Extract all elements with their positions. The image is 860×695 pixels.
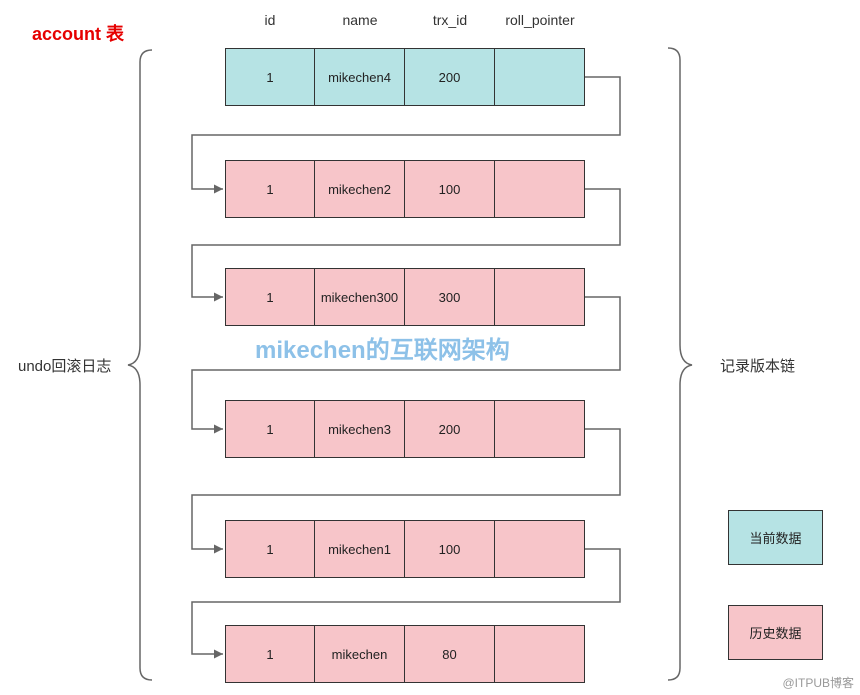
cell-name: mikechen xyxy=(315,625,405,683)
cell-rollptr xyxy=(495,268,585,326)
cell-id: 1 xyxy=(225,268,315,326)
cell-name: mikechen2 xyxy=(315,160,405,218)
record-row-history: 1 mikechen3 200 xyxy=(225,400,585,458)
legend-history: 历史数据 xyxy=(728,605,823,660)
cell-id: 1 xyxy=(225,625,315,683)
cell-trxid: 300 xyxy=(405,268,495,326)
col-header-trxid: trx_id xyxy=(405,12,495,28)
cell-rollptr xyxy=(495,625,585,683)
cell-rollptr xyxy=(495,160,585,218)
cell-id: 1 xyxy=(225,48,315,106)
cell-trxid: 100 xyxy=(405,160,495,218)
right-brace-label: 记录版本链 xyxy=(720,355,795,376)
cell-trxid: 80 xyxy=(405,625,495,683)
cell-trxid: 200 xyxy=(405,400,495,458)
cell-rollptr xyxy=(495,48,585,106)
cell-id: 1 xyxy=(225,160,315,218)
col-header-name: name xyxy=(315,12,405,28)
watermark-text: mikechen的互联网架构 xyxy=(255,330,510,365)
col-header-id: id xyxy=(225,12,315,28)
table-title: account 表 xyxy=(32,20,124,46)
cell-id: 1 xyxy=(225,400,315,458)
cell-trxid: 100 xyxy=(405,520,495,578)
record-row-history: 1 mikechen2 100 xyxy=(225,160,585,218)
left-brace-label: undo回滚日志 xyxy=(18,355,111,376)
footer-credit: @ITPUB博客 xyxy=(782,674,854,691)
cell-name: mikechen1 xyxy=(315,520,405,578)
cell-trxid: 200 xyxy=(405,48,495,106)
cell-name: mikechen4 xyxy=(315,48,405,106)
cell-name: mikechen3 xyxy=(315,400,405,458)
record-row-history: 1 mikechen1 100 xyxy=(225,520,585,578)
record-row-current: 1 mikechen4 200 xyxy=(225,48,585,106)
legend-current: 当前数据 xyxy=(728,510,823,565)
cell-rollptr xyxy=(495,400,585,458)
col-header-rollptr: roll_pointer xyxy=(495,12,585,28)
record-row-history: 1 mikechen300 300 xyxy=(225,268,585,326)
cell-name: mikechen300 xyxy=(315,268,405,326)
record-row-history: 1 mikechen 80 xyxy=(225,625,585,683)
cell-id: 1 xyxy=(225,520,315,578)
cell-rollptr xyxy=(495,520,585,578)
